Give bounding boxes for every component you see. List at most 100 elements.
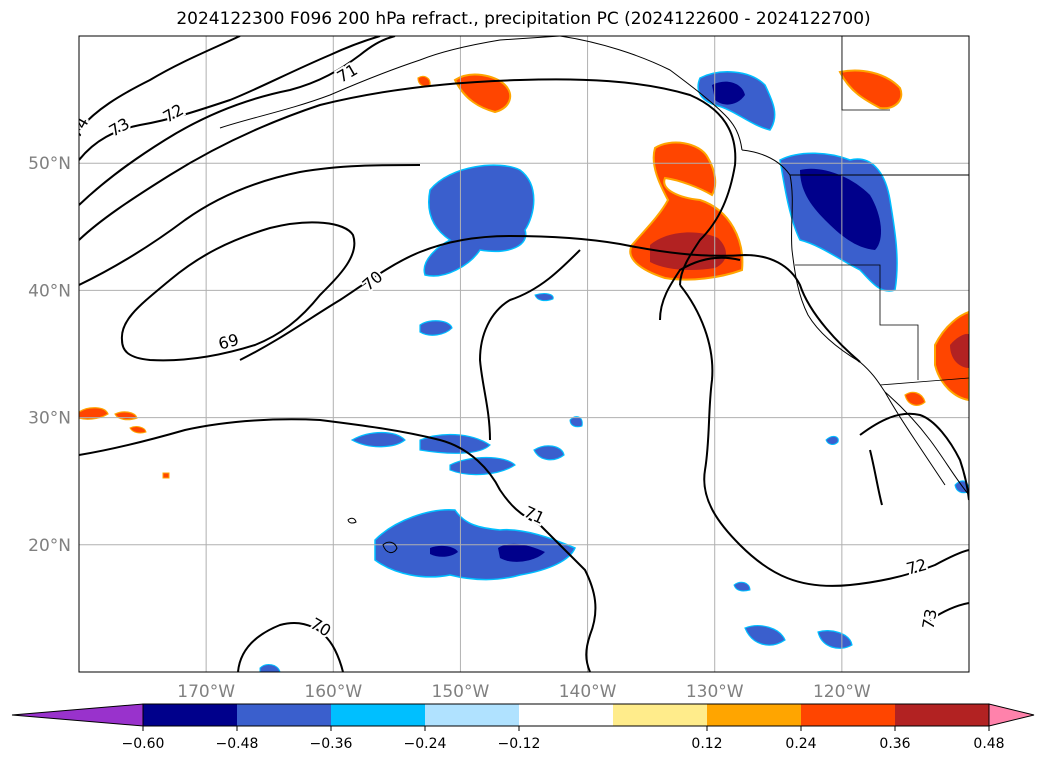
contour-73 [79, 36, 381, 161]
colorbar-tick-label: −0.60 [122, 736, 165, 752]
contour-label: 72 [160, 100, 187, 127]
positive-precip-patch [114, 411, 138, 421]
mexico-border [879, 377, 969, 386]
negative-precip-patch [744, 625, 786, 646]
positive-precip-patch [904, 391, 926, 406]
colorbar-outline [142, 703, 990, 727]
contour-71d [478, 249, 581, 441]
positive-precip-patch [79, 407, 109, 420]
contour-label: 72 [904, 555, 929, 579]
map-frame [78, 35, 970, 673]
negative-precip-patch-strong [430, 545, 458, 557]
contour-70 [239, 234, 861, 363]
negative-precip-patch-strong [498, 543, 545, 562]
negative-precip-patch [423, 164, 535, 277]
positive-precip-patch [838, 69, 903, 110]
contour-label: 70 [307, 614, 334, 641]
contour-70c [237, 622, 344, 672]
contour-label: 71 [334, 60, 361, 87]
negative-precip-patch [733, 581, 751, 592]
lon-label: 120°W [813, 682, 871, 702]
lon-label: 130°W [686, 682, 744, 702]
hawaii-island [347, 517, 357, 524]
colorbar-extend-high [988, 703, 1035, 727]
map-title: 2024122300 F096 200 hPa refract., precip… [176, 9, 871, 29]
colorbar-segment [425, 704, 520, 726]
negative-precip-patch [569, 416, 583, 428]
negative-precip-patch-strong [712, 81, 745, 105]
positive-precip-patch [934, 310, 969, 402]
lon-label: 140°W [559, 682, 617, 702]
contour-71b [79, 418, 597, 672]
contour-70 [79, 164, 421, 286]
lat-label: 40°N [28, 281, 71, 301]
colorbar-segment [895, 704, 990, 726]
contour-72 [79, 36, 396, 206]
lat-label: 50°N [28, 154, 71, 174]
colorbar-tick-label: 0.48 [973, 736, 1004, 752]
colorbar-tick-label: −0.12 [498, 736, 541, 752]
contour-72b [859, 412, 969, 501]
colorbar-tick-label: 0.36 [879, 736, 910, 752]
negative-precip-patch [419, 320, 453, 336]
lon-label: 150°W [432, 682, 490, 702]
colorbar-tick-label: −0.36 [310, 736, 353, 752]
positive-precip-patch [129, 426, 147, 434]
contour-69 [120, 221, 356, 362]
precip-shading [79, 69, 969, 672]
positive-precip-patch-strong [950, 333, 969, 368]
negative-precip-patch [259, 664, 281, 672]
negative-precip-patch [533, 445, 565, 461]
baja-coastline [884, 391, 946, 486]
refractivity-contours [79, 36, 969, 672]
colorbar-segment [237, 704, 332, 726]
coastlines [219, 36, 969, 553]
canada-border [841, 36, 890, 111]
negative-precip-patch [534, 293, 554, 302]
colorbar-segment [143, 704, 238, 726]
longitude-labels: 170°W 160°W 150°W 140°W 130°W 120°W [177, 682, 871, 702]
contour-73b [869, 449, 883, 506]
colorbar-segment [801, 704, 896, 726]
colorbar-tick-label: −0.48 [216, 736, 259, 752]
contour-label: 73 [918, 607, 940, 630]
alaska-panhandle-coastline [559, 36, 743, 151]
contour-70b [659, 256, 741, 321]
colorbar-tick-label: −0.24 [404, 736, 447, 752]
contour-label: 71 [521, 502, 547, 528]
colorbar-ticks: −0.60 −0.48 −0.36 −0.24 −0.12 0.12 0.24 0.36 0.4… [122, 726, 1005, 752]
negative-precip-patch [825, 435, 839, 445]
colorbar-extend-low [11, 703, 144, 727]
north-america-west-coastline [741, 149, 969, 496]
contour-71 [79, 78, 737, 286]
colorbar [11, 703, 1035, 727]
contour-71e [929, 602, 969, 621]
positive-precip-patch-strong [650, 232, 726, 270]
negative-precip-patch [817, 630, 853, 649]
lon-label: 160°W [304, 682, 362, 702]
colorbar-segment [331, 704, 426, 726]
contour-74 [79, 36, 241, 131]
contour-label: 73 [106, 114, 133, 141]
negative-precip-patch [350, 431, 406, 448]
colorbar-tick-label: 0.24 [785, 736, 816, 752]
gridlines [79, 36, 969, 672]
contour-71c [679, 284, 969, 587]
positive-precip-patch [453, 73, 512, 114]
lat-label: 20°N [28, 536, 71, 556]
positive-precip-patch [162, 472, 170, 479]
alaska-coastline [219, 36, 561, 129]
colorbar-segment [613, 704, 708, 726]
colorbar-tick-label: 0.12 [691, 736, 722, 752]
lat-label: 30°N [28, 409, 71, 429]
lon-label: 170°W [177, 682, 235, 702]
state-border [795, 264, 919, 380]
negative-precip-patch-strong [800, 168, 882, 250]
hawaii-island [382, 541, 398, 553]
colorbar-segment [707, 704, 802, 726]
latitude-labels: 50°N 40°N 30°N 20°N [28, 154, 71, 556]
positive-precip-patch [417, 75, 431, 87]
colorbar-segment [519, 704, 614, 726]
